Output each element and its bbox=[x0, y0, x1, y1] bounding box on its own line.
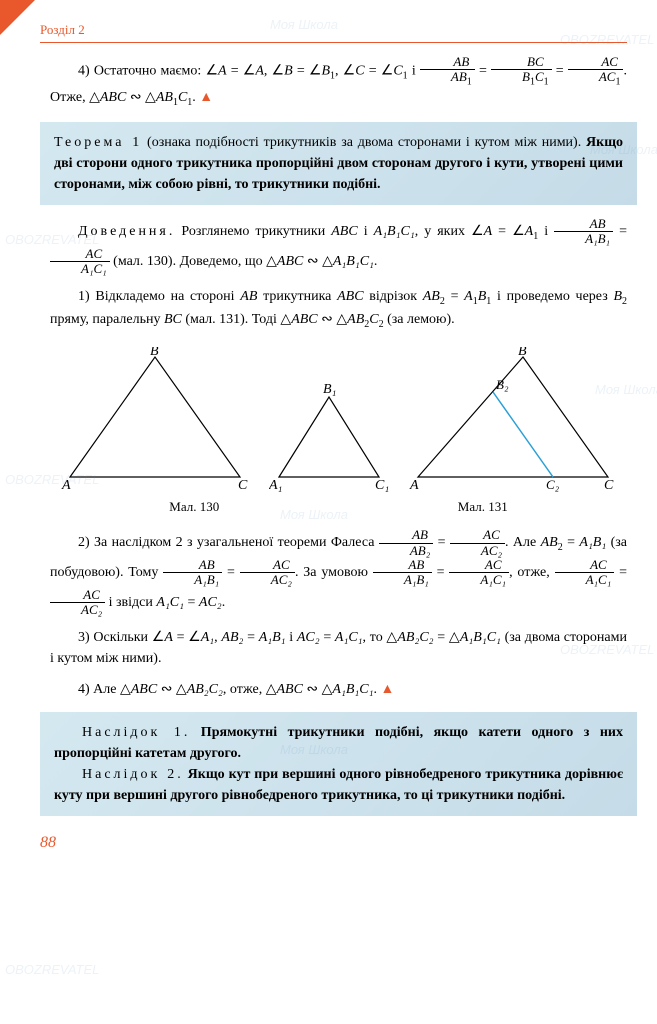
chapter-header: Розділ 2 bbox=[40, 20, 627, 43]
svg-text:A₁: A₁ bbox=[269, 478, 282, 492]
qed-marker: ▲ bbox=[199, 90, 213, 105]
proof-step-2: 2) За наслідком 2 з узагальненої теореми… bbox=[50, 528, 627, 617]
paragraph-4: 4) Остаточно маємо: ∠A = ∠A, ∠B = ∠B1, ∠… bbox=[50, 55, 627, 111]
corollaries-box: Наслідок 1. Прямокутні трикутники подібн… bbox=[40, 712, 637, 816]
proof-step-1: 1) Відкладемо на стороні AB трикутника A… bbox=[50, 286, 627, 332]
svg-text:B: B bbox=[150, 347, 159, 359]
page-content: Розділ 2 4) Остаточно маємо: ∠A = ∠A, ∠B… bbox=[0, 0, 657, 875]
proof-intro: Доведення. Розглянемо трикутники ABC і A… bbox=[50, 217, 627, 276]
svg-text:A: A bbox=[409, 478, 419, 492]
figure-130-left: A B C bbox=[60, 347, 250, 492]
fraction: ABAB1 bbox=[420, 55, 475, 88]
theorem-1-box: Теорема 1 (ознака подібності трикутників… bbox=[40, 122, 637, 205]
svg-text:B: B bbox=[518, 347, 527, 359]
qed-marker: ▲ bbox=[380, 682, 394, 697]
figures-row: A B C A₁ B₁ C₁ A B C B₂ C₂ bbox=[50, 347, 627, 492]
svg-text:A: A bbox=[61, 478, 71, 492]
svg-text:C: C bbox=[238, 478, 248, 492]
svg-text:C₂: C₂ bbox=[546, 477, 560, 492]
figure-captions: Мал. 130 Мал. 131 bbox=[50, 497, 627, 517]
fraction: BCB1C1 bbox=[491, 55, 552, 88]
svg-text:C₁: C₁ bbox=[375, 478, 389, 492]
watermark: OBOZREVATEL bbox=[5, 960, 99, 980]
svg-text:B₂: B₂ bbox=[496, 377, 509, 392]
proof-step-4: 4) Але △ABC ∾ △AB₂C₂, отже, △ABC ∾ △A₁B₁… bbox=[50, 679, 627, 700]
figure-130-right: A₁ B₁ C₁ bbox=[269, 347, 389, 492]
page-number: 88 bbox=[40, 831, 627, 855]
figure-131: A B C B₂ C₂ bbox=[408, 347, 618, 492]
proof-step-3: 3) Оскільки ∠A = ∠A₁, AB₂ = A₁B₁ і AC₂ =… bbox=[50, 627, 627, 669]
fraction: ACAC1 bbox=[568, 55, 624, 88]
theorem-label: Теорема 1 bbox=[54, 135, 142, 150]
svg-text:C: C bbox=[604, 478, 614, 492]
svg-text:B₁: B₁ bbox=[323, 382, 336, 397]
